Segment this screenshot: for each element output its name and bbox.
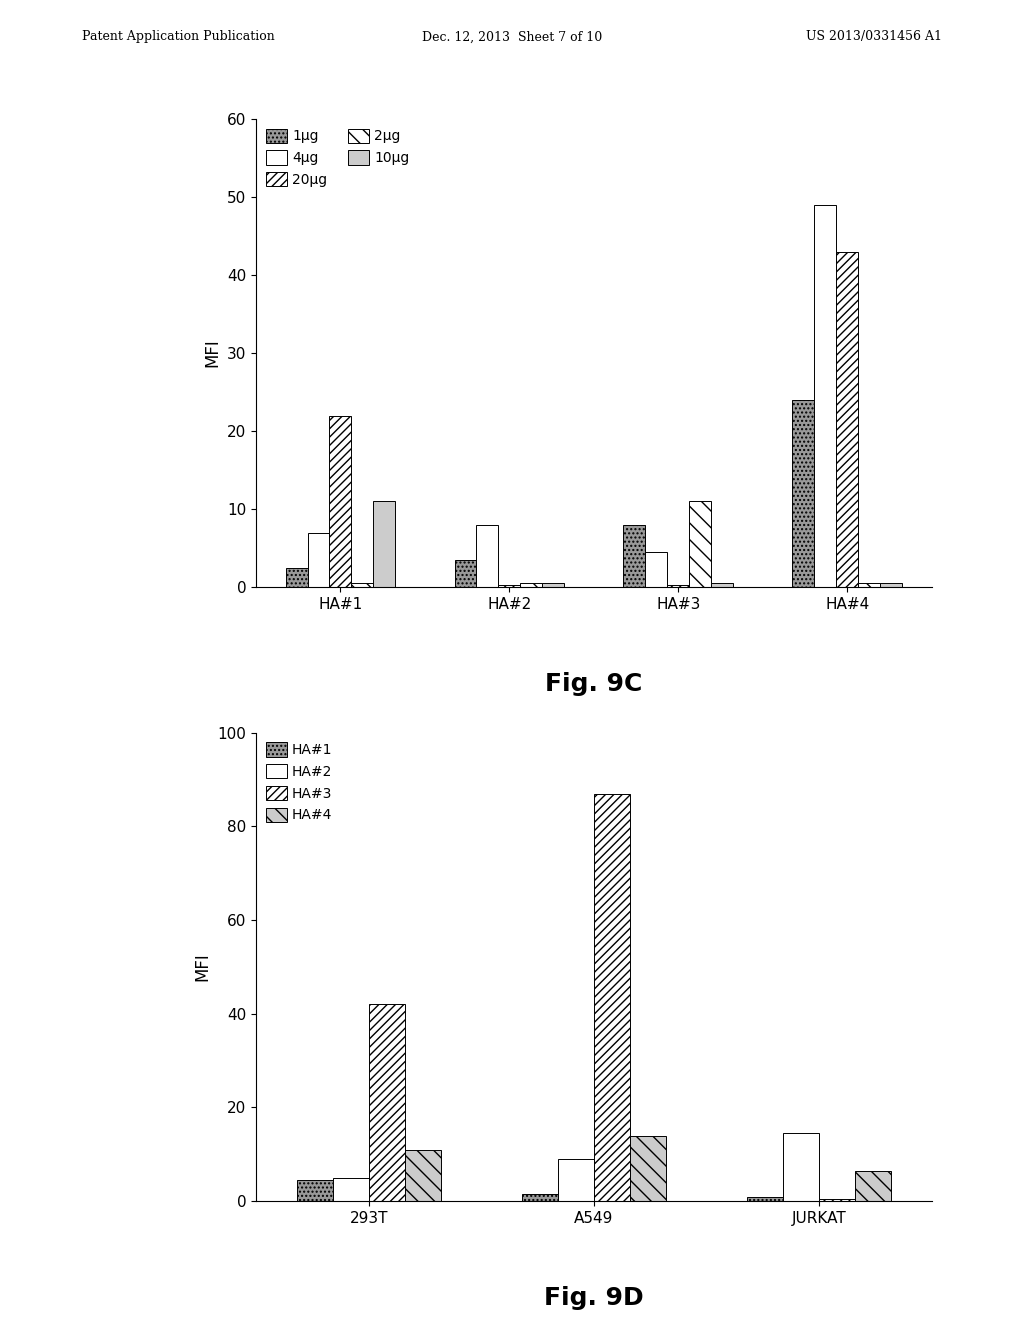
Bar — [814, 205, 837, 587]
Bar — [543, 583, 564, 587]
Bar — [499, 585, 520, 587]
Bar — [668, 585, 689, 587]
Bar — [455, 560, 476, 587]
Text: US 2013/0331456 A1: US 2013/0331456 A1 — [806, 30, 942, 44]
Bar — [837, 252, 858, 587]
Bar — [404, 1150, 440, 1201]
Bar — [558, 1159, 594, 1201]
Bar — [333, 1177, 369, 1201]
Text: Patent Application Publication: Patent Application Publication — [82, 30, 274, 44]
Bar — [748, 1196, 783, 1201]
Bar — [369, 1005, 404, 1201]
Bar — [594, 793, 630, 1201]
Bar — [286, 568, 307, 587]
Bar — [858, 583, 881, 587]
Legend: 1μg, 4μg, 20μg, 2μg, 10μg: 1μg, 4μg, 20μg, 2μg, 10μg — [260, 123, 416, 193]
Bar — [522, 1195, 558, 1201]
Text: Fig. 9C: Fig. 9C — [545, 672, 643, 696]
Text: Dec. 12, 2013  Sheet 7 of 10: Dec. 12, 2013 Sheet 7 of 10 — [422, 30, 602, 44]
Bar — [476, 525, 499, 587]
Bar — [351, 583, 374, 587]
Y-axis label: MFI: MFI — [204, 339, 221, 367]
Bar — [793, 400, 814, 587]
Bar — [819, 1199, 855, 1201]
Bar — [624, 525, 645, 587]
Bar — [783, 1134, 819, 1201]
Bar — [330, 416, 351, 587]
Text: Fig. 9D: Fig. 9D — [544, 1286, 644, 1309]
Bar — [855, 1171, 891, 1201]
Bar — [307, 533, 330, 587]
Bar — [520, 583, 543, 587]
Bar — [630, 1135, 666, 1201]
Y-axis label: MFI: MFI — [194, 953, 212, 981]
Bar — [297, 1180, 333, 1201]
Bar — [712, 583, 733, 587]
Bar — [689, 502, 712, 587]
Bar — [645, 552, 668, 587]
Legend: HA#1, HA#2, HA#3, HA#4: HA#1, HA#2, HA#3, HA#4 — [260, 737, 338, 828]
Bar — [374, 502, 395, 587]
Bar — [881, 583, 902, 587]
